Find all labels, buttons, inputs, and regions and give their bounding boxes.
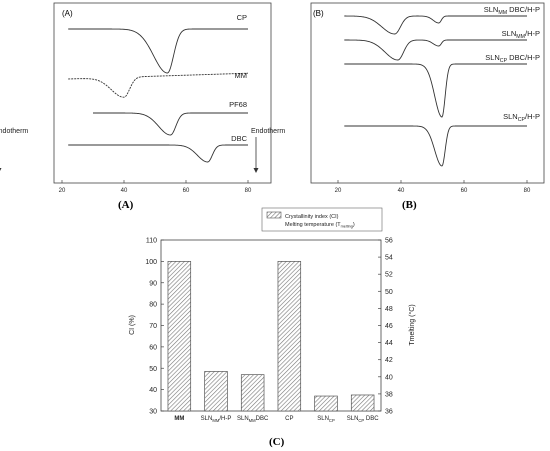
trace-sln-mm-h-p <box>344 39 527 61</box>
legend-label-ci: Crystallinity index (CI) <box>285 214 339 220</box>
trace-cp <box>68 28 248 74</box>
category-label: SLNCP DBC <box>347 416 380 423</box>
panel-b-caption: (B) <box>402 199 417 211</box>
x-tick-label: 20 <box>335 188 342 194</box>
panel-a-tag: (A) <box>62 9 73 18</box>
trace-sln-cp-h-p <box>344 125 527 167</box>
bar <box>314 395 338 412</box>
bar <box>167 261 192 412</box>
bar <box>204 371 228 412</box>
y-tick-label: 60 <box>149 344 157 351</box>
trace-dbc <box>68 144 248 163</box>
series-label: DBC <box>231 134 247 143</box>
y2-tick-label: 42 <box>385 357 393 364</box>
y2-tick-label: 36 <box>385 409 393 416</box>
y2-tick-label: 52 <box>385 272 393 279</box>
category-label: MM <box>174 416 184 422</box>
bar <box>350 394 375 412</box>
x-tick-label: 40 <box>121 188 128 194</box>
trace-sln-cp-dbc-h-p <box>344 63 527 118</box>
y-tick-label: 30 <box>149 409 157 416</box>
legend-box <box>261 207 383 232</box>
y-tick-label: 110 <box>146 238 157 245</box>
series-label: SLNMM DBC/H-P <box>484 5 540 16</box>
legend-swatch-ci <box>266 211 282 219</box>
category-label: SLNCP <box>317 416 335 423</box>
category-label: SLNMMDBC <box>237 416 269 423</box>
y2-tick-label: 54 <box>385 255 393 262</box>
trace-mm <box>68 72 249 98</box>
trace-sln-mm-dbc-h-p <box>344 15 527 35</box>
x-tick-label: 80 <box>245 188 252 194</box>
y2-tick-label: 48 <box>385 306 393 313</box>
y-tick-label: 50 <box>149 366 157 373</box>
legend-label-melting: Melting temperature (Tmelting) <box>285 222 355 229</box>
series-label: SLNMM/H-P <box>502 29 540 40</box>
category-label: SLNMM/H-P <box>201 416 232 423</box>
x-tick-label: 80 <box>524 188 531 194</box>
y2-tick-label: 50 <box>385 289 393 296</box>
y2-tick-label: 40 <box>385 374 393 381</box>
panel-b-tag: (B) <box>313 9 324 18</box>
category-label: CP <box>285 416 293 422</box>
y-axis-label: Endotherm <box>0 128 28 135</box>
series-label: PF68 <box>229 100 247 109</box>
x-tick-label: 20 <box>59 188 66 194</box>
endotherm-arrowhead <box>253 168 259 173</box>
panel-c-caption: (C) <box>269 436 285 448</box>
series-label: SLNCP/H-P <box>503 112 540 123</box>
y2-tick-label: 56 <box>385 238 393 245</box>
y-axis-label: Endotherm <box>251 128 285 135</box>
y2-tick-label: 38 <box>385 391 393 398</box>
y-tick-label: 90 <box>149 280 157 287</box>
y2-axis-label: Tmelting (°C) <box>408 304 416 345</box>
dsc-panel-1-frame <box>310 2 545 184</box>
dsc-panel-0-frame <box>53 2 272 184</box>
y-tick-label: 80 <box>149 302 157 309</box>
y2-tick-label: 46 <box>385 323 393 330</box>
x-tick-label: 40 <box>398 188 405 194</box>
bar <box>277 261 302 412</box>
x-tick-label: 60 <box>183 188 190 194</box>
y2-tick-label: 44 <box>385 340 393 347</box>
series-label: SLNCP DBC/H-P <box>485 53 540 64</box>
series-label: MM <box>235 71 248 80</box>
bar <box>240 374 265 412</box>
x-tick-label: 60 <box>461 188 468 194</box>
bar-panel-frame <box>160 239 382 412</box>
series-label: CP <box>237 13 247 22</box>
y-tick-label: 100 <box>145 259 157 266</box>
panel-a-caption: (A) <box>118 199 134 211</box>
y-tick-label: 70 <box>149 323 157 330</box>
endotherm-arrowhead <box>0 168 2 171</box>
y-tick-label: 40 <box>149 387 157 394</box>
trace-pf68 <box>93 112 248 136</box>
y-axis-label: CI (%) <box>129 315 136 335</box>
